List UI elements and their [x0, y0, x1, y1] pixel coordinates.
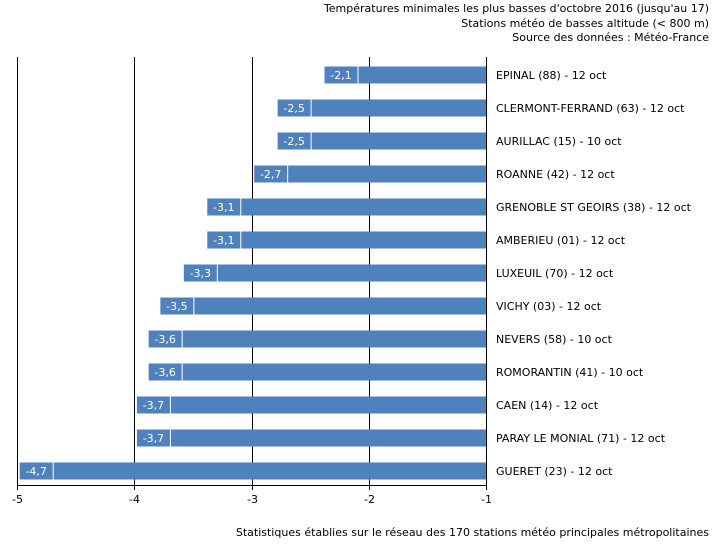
- bar: [310, 99, 486, 117]
- bar: [192, 297, 486, 315]
- category-label: GRENOBLE ST GEOIRS (38) - 12 oct: [496, 201, 692, 214]
- bar: [52, 462, 487, 480]
- bar: [169, 396, 487, 414]
- bar: [286, 165, 486, 183]
- x-tick-label: -3: [247, 493, 258, 506]
- data-label-box: [182, 263, 218, 283]
- chart-title: Températures minimales les plus basses d…: [323, 2, 709, 15]
- chart-source: Source des données : Météo-France: [512, 31, 709, 44]
- data-label: -3,6: [154, 366, 175, 379]
- data-label: -4,7: [25, 465, 46, 478]
- data-label: -3,1: [213, 201, 234, 214]
- category-label: CAEN (14) - 12 oct: [496, 399, 599, 412]
- category-label: NEVERS (58) - 10 oct: [496, 333, 613, 346]
- chart-footer: Statistiques établies sur le réseau des …: [235, 526, 709, 539]
- bar: [181, 363, 486, 381]
- category-label: ROANNE (42) - 12 oct: [496, 168, 615, 181]
- data-label-box: [135, 428, 171, 448]
- x-tick-label: -4: [129, 493, 140, 506]
- data-label: -3,7: [143, 432, 164, 445]
- chart-subtitle: Stations météo de basses altitude (< 800…: [461, 16, 709, 30]
- bar: [357, 66, 486, 84]
- data-label: -2,5: [283, 102, 304, 115]
- data-label-box: [135, 395, 171, 415]
- data-label: -2,7: [260, 168, 281, 181]
- data-label: -3,3: [190, 267, 211, 280]
- category-label: LUXEUIL (70) - 12 oct: [496, 267, 614, 280]
- data-label-box: [147, 329, 183, 349]
- category-label: ROMORANTIN (41) - 10 oct: [496, 366, 644, 379]
- data-label-box: [147, 362, 183, 382]
- data-label-box: [276, 131, 312, 151]
- data-label: -2,1: [330, 69, 351, 82]
- category-label: AURILLAC (15) - 10 oct: [496, 135, 622, 148]
- chart-title-block: Températures minimales les plus basses d…: [324, 2, 709, 46]
- data-label: -3,6: [154, 333, 175, 346]
- x-tick-label: -2: [364, 493, 375, 506]
- bar: [216, 264, 486, 282]
- bar: [239, 231, 486, 249]
- data-label-box: [323, 65, 359, 85]
- data-label-box: [253, 164, 289, 184]
- category-label: GUERET (23) - 12 oct: [496, 465, 613, 478]
- data-label-box: [18, 461, 54, 481]
- category-label: AMBERIEU (01) - 12 oct: [496, 234, 626, 247]
- data-label-box: [206, 197, 242, 217]
- data-label-box: [206, 230, 242, 250]
- x-tick-label: -5: [12, 493, 23, 506]
- category-label: VICHY (03) - 12 oct: [496, 300, 602, 313]
- data-label: -3,7: [143, 399, 164, 412]
- data-label: -3,1: [213, 234, 234, 247]
- x-tick-label: -1: [481, 493, 492, 506]
- data-label-box: [159, 296, 195, 316]
- category-label: PARAY LE MONIAL (71) - 12 oct: [496, 432, 666, 445]
- data-label: -2,5: [283, 135, 304, 148]
- bar: [310, 132, 486, 150]
- category-label: CLERMONT-FERRAND (63) - 12 oct: [496, 102, 685, 115]
- data-label: -3,5: [166, 300, 187, 313]
- bar: [239, 198, 486, 216]
- bar: [181, 330, 486, 348]
- bar: [169, 429, 487, 447]
- data-label-box: [276, 98, 312, 118]
- category-label: EPINAL (88) - 12 oct: [496, 69, 607, 82]
